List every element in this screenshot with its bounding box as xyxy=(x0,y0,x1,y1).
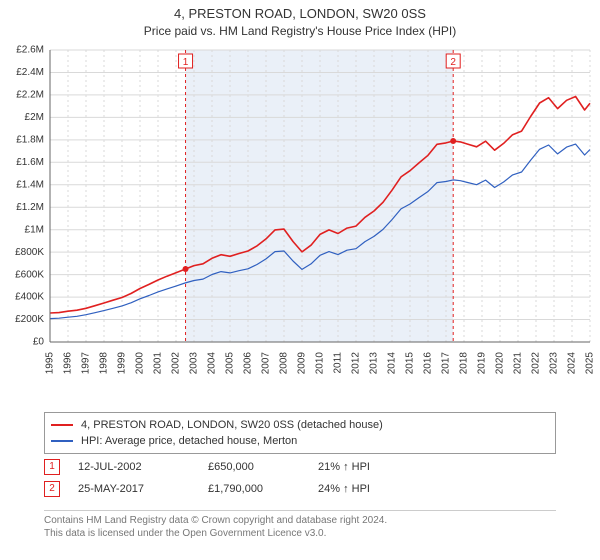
svg-text:2015: 2015 xyxy=(405,352,416,375)
transaction-badge: 2 xyxy=(44,481,60,497)
svg-text:2018: 2018 xyxy=(459,352,470,375)
svg-text:2025: 2025 xyxy=(585,352,596,375)
svg-text:2013: 2013 xyxy=(369,352,380,375)
legend-swatch xyxy=(51,424,73,426)
transaction-badge: 1 xyxy=(44,459,60,475)
svg-text:£1M: £1M xyxy=(25,224,44,235)
svg-text:1999: 1999 xyxy=(117,352,128,375)
svg-text:2010: 2010 xyxy=(315,352,326,375)
chart-subtitle: Price paid vs. HM Land Registry's House … xyxy=(0,24,600,38)
transaction-delta: 24% ↑ HPI xyxy=(318,483,408,495)
transaction-delta: 21% ↑ HPI xyxy=(318,461,408,473)
svg-text:2003: 2003 xyxy=(189,352,200,375)
svg-text:£2M: £2M xyxy=(25,112,44,123)
svg-text:2: 2 xyxy=(450,57,456,68)
svg-text:£2.2M: £2.2M xyxy=(16,90,44,101)
transaction-badge-label: 1 xyxy=(49,462,55,472)
chart-container: 4, PRESTON ROAD, LONDON, SW20 0SS Price … xyxy=(0,0,600,560)
svg-text:2023: 2023 xyxy=(549,352,560,375)
svg-text:2012: 2012 xyxy=(351,352,362,375)
legend-swatch xyxy=(51,440,73,442)
transaction-date: 12-JUL-2002 xyxy=(78,461,208,473)
svg-text:£1.2M: £1.2M xyxy=(16,202,44,213)
svg-text:£600K: £600K xyxy=(15,269,44,280)
legend-label: HPI: Average price, detached house, Mert… xyxy=(81,435,297,447)
svg-text:£1.8M: £1.8M xyxy=(16,134,44,145)
svg-text:2005: 2005 xyxy=(225,352,236,375)
legend-item: HPI: Average price, detached house, Mert… xyxy=(51,433,549,449)
legend-item: 4, PRESTON ROAD, LONDON, SW20 0SS (detac… xyxy=(51,417,549,433)
attribution-line: Contains HM Land Registry data © Crown c… xyxy=(44,515,556,528)
svg-text:£1.6M: £1.6M xyxy=(16,157,44,168)
svg-text:£400K: £400K xyxy=(15,292,44,303)
svg-text:2016: 2016 xyxy=(423,352,434,375)
svg-text:£200K: £200K xyxy=(15,314,44,325)
svg-text:£2.4M: £2.4M xyxy=(16,67,44,78)
svg-text:2009: 2009 xyxy=(297,352,308,375)
svg-text:2021: 2021 xyxy=(513,352,524,375)
legend: 4, PRESTON ROAD, LONDON, SW20 0SS (detac… xyxy=(44,412,556,454)
svg-text:2017: 2017 xyxy=(441,352,452,375)
transaction-price: £650,000 xyxy=(208,461,318,473)
svg-text:2008: 2008 xyxy=(279,352,290,375)
transaction-row: 1 12-JUL-2002 £650,000 21% ↑ HPI xyxy=(44,456,556,478)
svg-text:2014: 2014 xyxy=(387,352,398,375)
svg-text:2001: 2001 xyxy=(153,352,164,375)
svg-text:1998: 1998 xyxy=(99,352,110,375)
svg-text:2024: 2024 xyxy=(567,352,578,375)
transaction-row: 2 25-MAY-2017 £1,790,000 24% ↑ HPI xyxy=(44,478,556,500)
svg-text:1: 1 xyxy=(183,57,189,68)
svg-text:2011: 2011 xyxy=(333,352,344,374)
transaction-badge-label: 2 xyxy=(49,484,55,494)
svg-text:2004: 2004 xyxy=(207,352,218,375)
transaction-date: 25-MAY-2017 xyxy=(78,483,208,495)
svg-text:1997: 1997 xyxy=(81,352,92,375)
svg-text:2022: 2022 xyxy=(531,352,542,375)
chart-title: 4, PRESTON ROAD, LONDON, SW20 0SS xyxy=(0,6,600,22)
svg-text:1995: 1995 xyxy=(45,352,56,375)
svg-text:2002: 2002 xyxy=(171,352,182,375)
svg-text:2007: 2007 xyxy=(261,352,272,375)
svg-text:2000: 2000 xyxy=(135,352,146,375)
chart-area: £0 £200K £400K £600K £800K £1M £1.2M £1.4M £1.6M… xyxy=(0,42,600,402)
attribution-line: This data is licensed under the Open Gov… xyxy=(44,528,556,541)
legend-label: 4, PRESTON ROAD, LONDON, SW20 0SS (detac… xyxy=(81,419,383,431)
svg-text:£2.6M: £2.6M xyxy=(16,45,44,56)
svg-text:£800K: £800K xyxy=(15,247,44,258)
attribution: Contains HM Land Registry data © Crown c… xyxy=(44,510,556,540)
svg-text:2019: 2019 xyxy=(477,352,488,375)
svg-text:£1.4M: £1.4M xyxy=(16,179,44,190)
svg-text:1996: 1996 xyxy=(63,352,74,375)
transactions: 1 12-JUL-2002 £650,000 21% ↑ HPI 2 25-MA… xyxy=(44,456,556,500)
svg-text:2020: 2020 xyxy=(495,352,506,375)
svg-text:£0: £0 xyxy=(33,337,45,348)
transaction-price: £1,790,000 xyxy=(208,483,318,495)
svg-text:2006: 2006 xyxy=(243,352,254,375)
chart-svg: £0 £200K £400K £600K £800K £1M £1.2M £1.4M £1.6M… xyxy=(0,42,600,402)
